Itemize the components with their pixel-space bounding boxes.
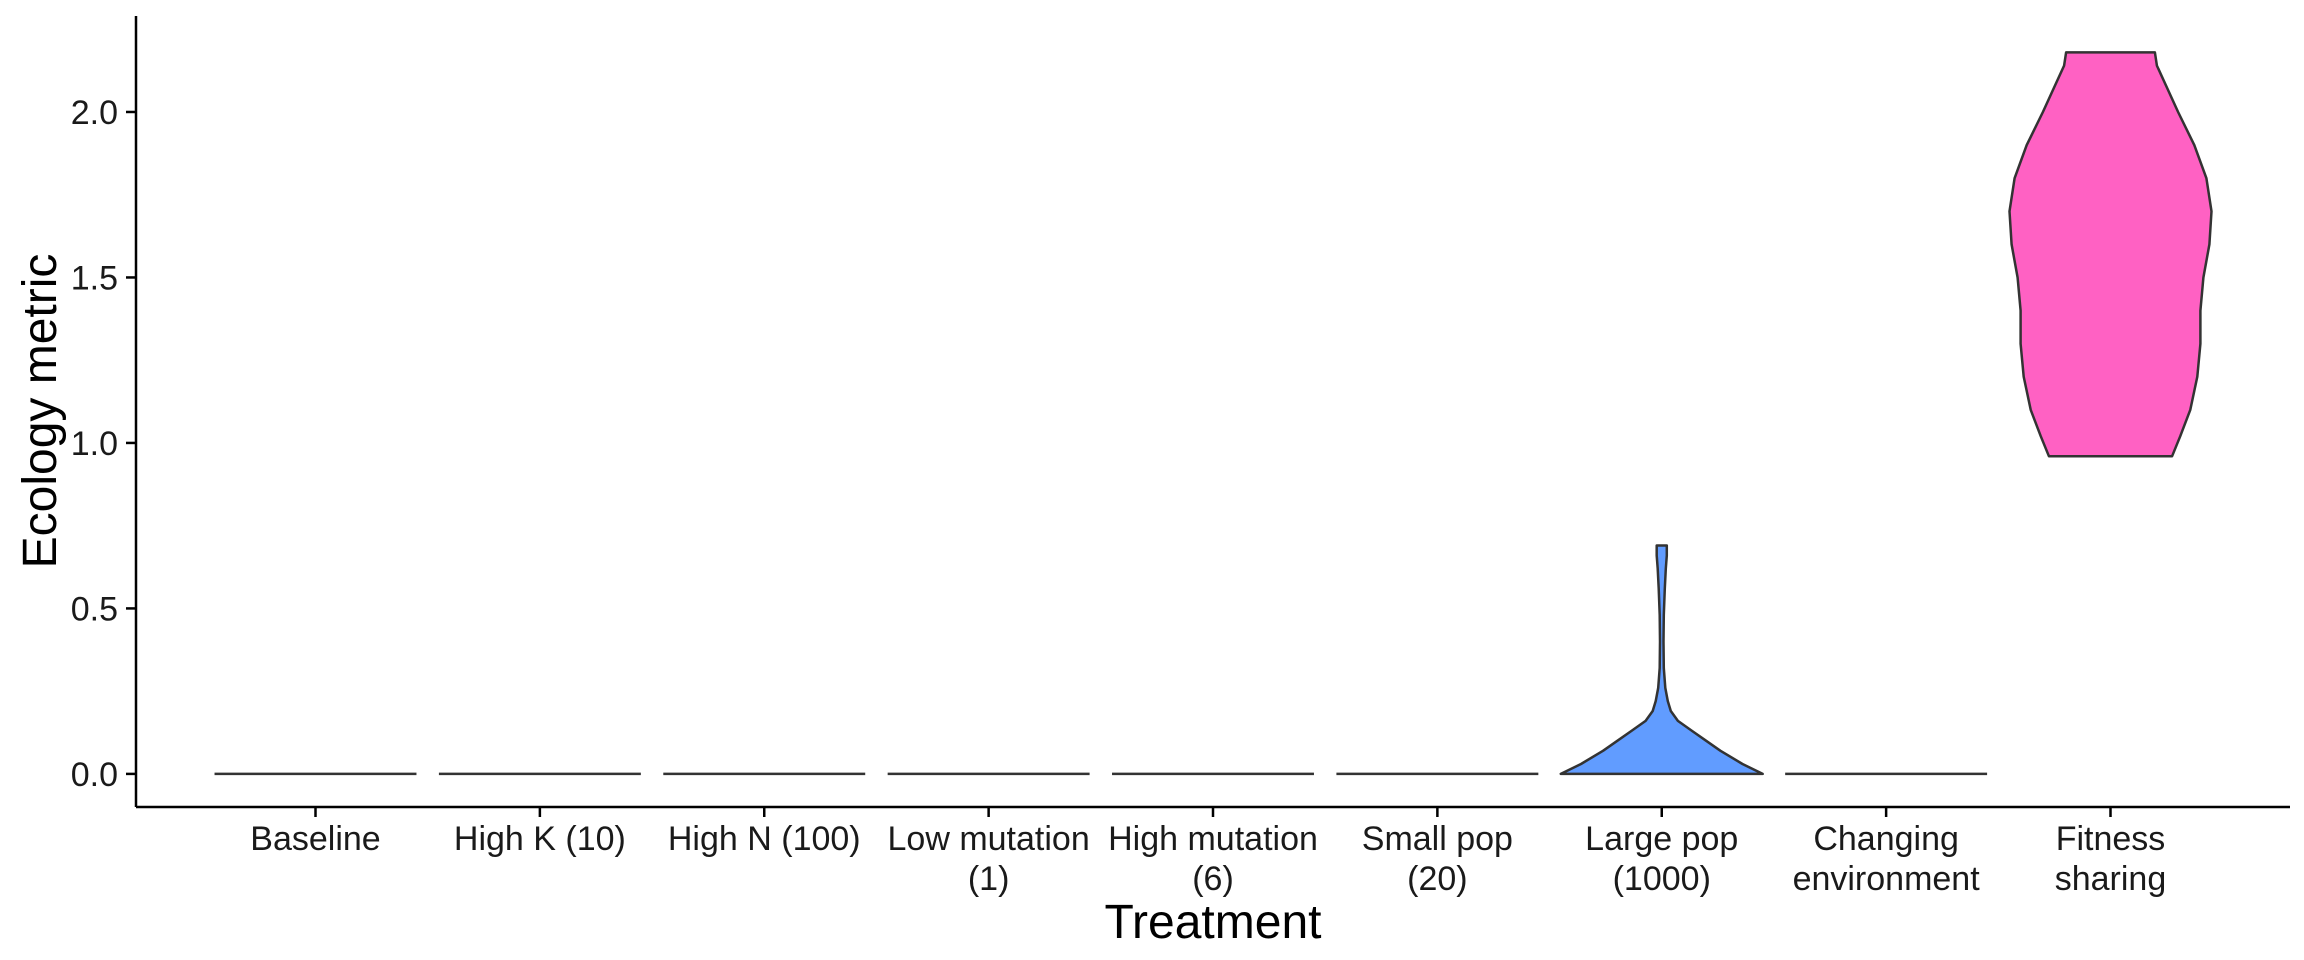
y-tick-label: 1.5 [71,259,118,297]
x-tick-label: (6) [1192,860,1234,898]
plot-area [214,51,2213,776]
x-tick-label: environment [1793,860,1981,898]
y-axis-ticks: 0.0 0.5 1.0 1.5 2.0 [71,94,136,794]
axes [134,16,2290,809]
x-tick-label: Changing [1813,820,1959,858]
x-tick-label: Small pop [1362,820,1513,858]
x-axis-ticks: Baseline High K (10) High N (100) Low mutat… [250,807,2166,898]
x-axis-title: Treatment [1105,896,1322,949]
x-tick-label: Low mutation [888,820,1090,858]
x-tick-label: (20) [1407,860,1467,898]
x-tick-label: (1) [968,860,1010,898]
x-tick-label: High mutation [1108,820,1318,858]
y-tick-label: 0.0 [71,756,118,794]
x-tick-label: sharing [2055,860,2167,898]
x-tick-label: High N (100) [668,820,861,858]
violin-shape [1559,544,1764,776]
y-axis-title: Ecology metric [14,254,67,569]
x-tick-label: Large pop [1585,820,1738,858]
y-tick-label: 1.0 [71,425,118,463]
x-tick-label: High K (10) [454,820,626,858]
y-tick-label: 0.5 [71,590,118,628]
y-tick-label: 2.0 [71,94,118,132]
x-tick-label: (1000) [1613,860,1711,898]
x-tick-label: Baseline [250,820,380,858]
x-tick-label: Fitness [2056,820,2166,858]
violin-shape [2008,51,2213,458]
